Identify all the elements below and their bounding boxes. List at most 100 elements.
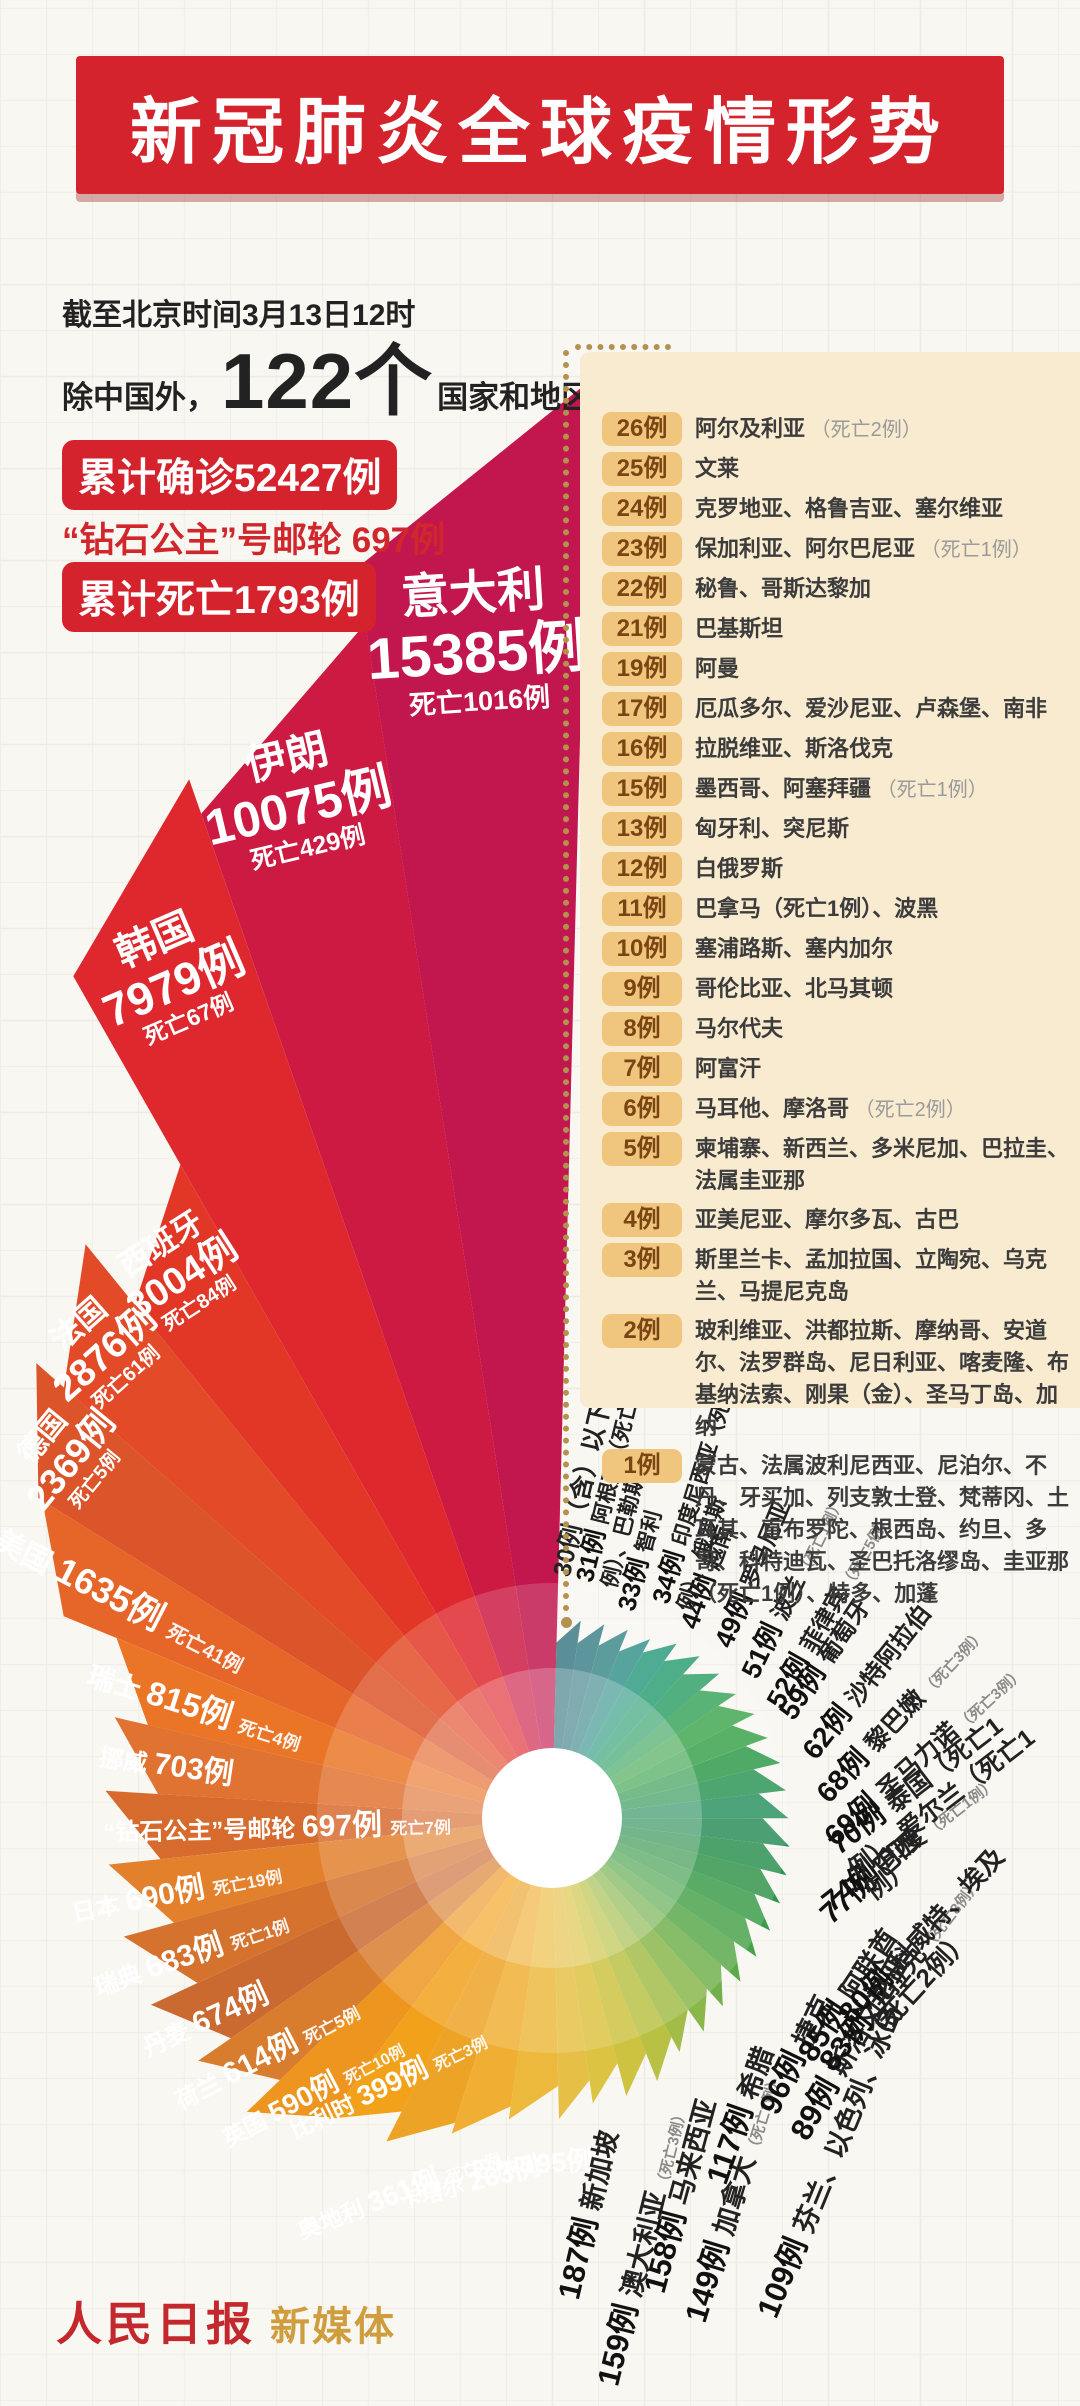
- panel-row: 2例 玻利维亚、洪都拉斯、摩纳哥、安道尔、法罗群岛、尼日利亚、喀麦隆、布基纳法索、…: [602, 1314, 1072, 1443]
- countries-prefix: 除中国外，: [62, 380, 217, 415]
- count-badge: 13例: [602, 812, 682, 846]
- wedge-40: [552, 1643, 677, 1818]
- wedge-31: [552, 1818, 790, 1847]
- death-note: （死亡1例）: [871, 779, 988, 801]
- count-badge: 25例: [602, 452, 682, 486]
- country-names: 秘鲁、哥斯达黎加: [695, 576, 872, 601]
- count-badge: 19例: [602, 652, 682, 686]
- count-badge: 12例: [602, 852, 682, 886]
- deaths-badge: 累计死亡1793例: [62, 562, 376, 632]
- country-names: 白俄罗斯: [695, 856, 784, 881]
- country-names: 阿尔及利亚 （死亡2例）: [695, 416, 922, 441]
- fan-label-12: 丹麦 674例: [139, 1977, 274, 2062]
- count-badge: 4例: [602, 1203, 682, 1237]
- fan-label-6: 美国 1635例 死亡41例: [0, 1524, 246, 1679]
- count-badge: 26例: [602, 412, 682, 446]
- title-banner: 新冠肺炎全球疫情形势: [76, 56, 1004, 194]
- fan-label-20: 159例 澳大利亚 （死亡3例）: [590, 2106, 691, 2390]
- panel-row: 22例 秘鲁、哥斯达黎加: [602, 572, 1072, 606]
- fan-label-13: 荷兰 614例 死亡5例: [170, 2003, 364, 2116]
- country-names: 克罗地亚、格鲁吉亚、塞尔维亚: [695, 496, 1004, 521]
- country-names: 厄瓜多尔、爱沙尼亚、卢森堡、南非: [695, 696, 1048, 721]
- wedge-39: [552, 1656, 700, 1818]
- country-names: 马尔代夫: [695, 1016, 784, 1041]
- fan-label-17: 卡塔尔 263例: [397, 2150, 544, 2213]
- wedge-6: [42, 1500, 553, 1818]
- panel-row: 21例 巴基斯坦: [602, 612, 1072, 646]
- low-count-panel: 26例 阿尔及利亚 （死亡2例） 25例 文莱 24例 克罗地亚、格鲁吉亚、塞尔维亚 23例…: [580, 352, 1080, 1606]
- count-badge: 6例: [602, 1092, 682, 1126]
- confirmed-badge: 累计确诊52427例: [62, 440, 398, 510]
- wedge-44: [552, 1620, 581, 1818]
- panel-row: 7例 阿富汗: [602, 1052, 1072, 1086]
- wedge-35: [552, 1725, 768, 1818]
- fan-label-34: 68例 黎巴嫩 （死亡3例）: [810, 1626, 989, 1810]
- death-note: （死亡1例）: [915, 539, 1032, 561]
- fan-label-1: 伊朗 10075例 死亡429例: [200, 724, 397, 876]
- new-media-label: 新媒体: [270, 2305, 396, 2349]
- count-badge: 16例: [602, 732, 682, 766]
- panel-row: 23例 保加利亚、阿尔巴尼亚 （死亡1例）: [602, 532, 1072, 566]
- dotted-border-horizontal: [575, 344, 671, 350]
- center-hole: [482, 1748, 622, 1888]
- panel-row: 1例 蒙古、法属波利尼西亚、尼泊尔、不丹、牙买加、列支敦士登、梵蒂冈、土耳其、直布…: [602, 1449, 1072, 1610]
- panel-row: 16例 拉脱维亚、斯洛伐克: [602, 732, 1072, 766]
- panel-row: 17例 厄瓜多尔、爱沙尼亚、卢森堡、南非: [602, 692, 1072, 726]
- fan-label-25: 96例 捷克: [751, 1991, 838, 2120]
- fan-label-7: 瑞士 815例 死亡4例: [83, 1660, 303, 1756]
- country-names: 马耳他、摩洛哥 （死亡2例）: [695, 1096, 966, 1121]
- country-names: 塞浦路斯、塞内加尔: [695, 936, 894, 961]
- count-badge: 2例: [602, 1314, 682, 1348]
- wedge-29: [552, 1818, 781, 1904]
- count-badge: 7例: [602, 1052, 682, 1086]
- count-badge: 8例: [602, 1012, 682, 1046]
- fan-label-24: 109例 芬兰、以色列、冰岛: [750, 2001, 909, 2323]
- fan-label-35: 62例 沙特阿拉伯: [795, 1600, 937, 1765]
- panel-row: 4例 亚美尼亚、摩尔多瓦、古巴: [602, 1203, 1072, 1237]
- wedge-11: [123, 1818, 553, 1983]
- count-badge: 23例: [602, 532, 682, 566]
- panel-row: 19例 阿曼: [602, 652, 1072, 686]
- wedge-13: [198, 1818, 552, 2080]
- wedge-5: [36, 1363, 553, 1818]
- fan-label-4: 法国 2876例 死亡61例: [44, 1290, 165, 1414]
- wedge-41: [552, 1639, 651, 1818]
- fan-label-14: 英国 590例 死亡10例: [217, 2043, 408, 2153]
- fan-label-5: 德国 2369例 死亡5例: [11, 1401, 125, 1518]
- panel-row: 15例 墨西哥、阿塞拜疆 （死亡1例）: [602, 772, 1072, 806]
- fan-label-19: 187例 新加坡: [551, 2127, 624, 2303]
- country-names: 斯里兰卡、孟加拉国、立陶宛、乌克兰、马提尼克岛: [695, 1247, 1048, 1304]
- wedge-30: [552, 1818, 787, 1876]
- wedge-7: [116, 1638, 552, 1818]
- fan-label-18: 巴林 195例: [469, 2145, 594, 2183]
- country-names: 墨西哥、阿塞拜疆 （死亡1例）: [695, 776, 988, 801]
- count-badge: 11例: [602, 892, 682, 926]
- count-badge: 9例: [602, 972, 682, 1006]
- wedge-4: [64, 1244, 552, 1818]
- count-badge: 10例: [602, 932, 682, 966]
- death-note: （死亡2例）: [805, 419, 922, 441]
- wedge-14: [246, 1818, 553, 2118]
- country-names: 拉脱维亚、斯洛伐克: [695, 736, 894, 761]
- fan-label-3: 西班牙 3004例 死亡84例: [112, 1204, 245, 1336]
- country-names: 蒙古、法属波利尼西亚、尼泊尔、不丹、牙买加、列支敦士登、梵蒂冈、土耳其、直布罗陀…: [695, 1453, 1070, 1606]
- country-names: 巴拿马（死亡1例）、波黑: [695, 896, 939, 921]
- country-names: 玻利维亚、洪都拉斯、摩纳哥、安道尔、法罗群岛、尼日利亚、喀麦隆、布基纳法索、刚果…: [695, 1318, 1070, 1439]
- wedge-23: [552, 1818, 688, 2053]
- countries-count: 122个: [221, 337, 434, 425]
- country-names: 文莱: [695, 456, 740, 481]
- wedge-26: [552, 1818, 741, 1982]
- panel-row: 3例 斯里兰卡、孟加拉国、立陶宛、乌克兰、马提尼克岛: [602, 1243, 1072, 1308]
- country-names: 哥伦比亚、北马其顿: [695, 976, 894, 1001]
- fan-label-15: 比利时 399例 死亡3例: [285, 2035, 491, 2144]
- wedge-43: [552, 1624, 605, 1818]
- fan-label-28: 83例 伊拉克 （死亡8例）: [813, 1877, 985, 2078]
- wedge-15: [328, 1818, 552, 2119]
- wedge-28: [552, 1818, 771, 1931]
- wedge-1: [201, 623, 552, 1818]
- wedge-33: [552, 1769, 786, 1818]
- fan-label-29: 80例 科威特、埃及（死亡2例）: [831, 1841, 1010, 2051]
- fan-label-33: 69例 圣马力诺 （死亡3例）: [818, 1664, 1028, 1853]
- asof-line: 截至北京时间3月13日12时: [62, 299, 416, 332]
- panel-row: 5例 柬埔寨、新西兰、多米尼加、巴拉圭、法属圭亚那: [602, 1132, 1072, 1197]
